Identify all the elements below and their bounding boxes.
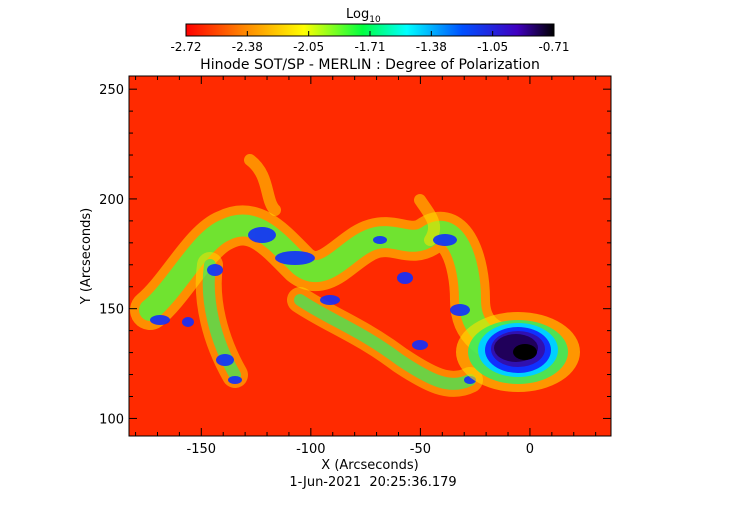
- x-tick-label: -150: [187, 442, 217, 457]
- x-tick-label: -100: [296, 442, 326, 457]
- colorbar-ticks: -2.72 -2.38 -2.05 -1.71 -1.38 -1.05 -0.71: [170, 31, 570, 54]
- colorbar-label-base: Log: [346, 7, 369, 22]
- plot-area: -150 -100 -50 0 100 150 200 250: [99, 75, 612, 457]
- timestamp: 1-Jun-2021 20:25:36.179: [289, 475, 456, 490]
- colorbar-tick-label: -2.38: [232, 40, 263, 54]
- colorbar-tick-label: -2.05: [293, 40, 324, 54]
- y-tick-label: 250: [99, 83, 124, 98]
- x-tick-label: 0: [526, 442, 534, 457]
- colorbar-tick-label: -0.71: [538, 40, 569, 54]
- y-axis-ticks: 100 150 200 250: [99, 83, 611, 427]
- plot-frame: [128, 75, 612, 437]
- network-blue-knots: [150, 227, 476, 384]
- heatmap-image: [129, 76, 611, 436]
- y-tick-label: 200: [99, 193, 124, 208]
- y-tick-label: 150: [99, 303, 124, 318]
- x-tick-label: -50: [410, 442, 431, 457]
- sunspot: [456, 312, 580, 392]
- y-tick-label: 100: [99, 412, 124, 427]
- colorbar-tick-label: -2.72: [170, 40, 201, 54]
- colorbar: Log10 -2.72 -2.38 -2.05 -1.71 -1.38 -1.05 -0.7…: [170, 7, 569, 54]
- colorbar-tick-label: -1.38: [416, 40, 447, 54]
- colorbar-tick-label: -1.71: [354, 40, 385, 54]
- x-axis-ticks: -150 -100 -50 0: [135, 76, 597, 457]
- colorbar-label: Log10: [346, 7, 381, 25]
- x-axis-label: X (Arcseconds): [321, 458, 418, 473]
- network-band: [130, 154, 540, 397]
- map-title: Hinode SOT/SP - MERLIN : Degree of Polar…: [200, 57, 540, 73]
- y-axis-label: Y (Arcseconds): [79, 208, 94, 305]
- colorbar-tick-label: -1.05: [477, 40, 508, 54]
- colorbar-label-subscript: 10: [369, 15, 381, 25]
